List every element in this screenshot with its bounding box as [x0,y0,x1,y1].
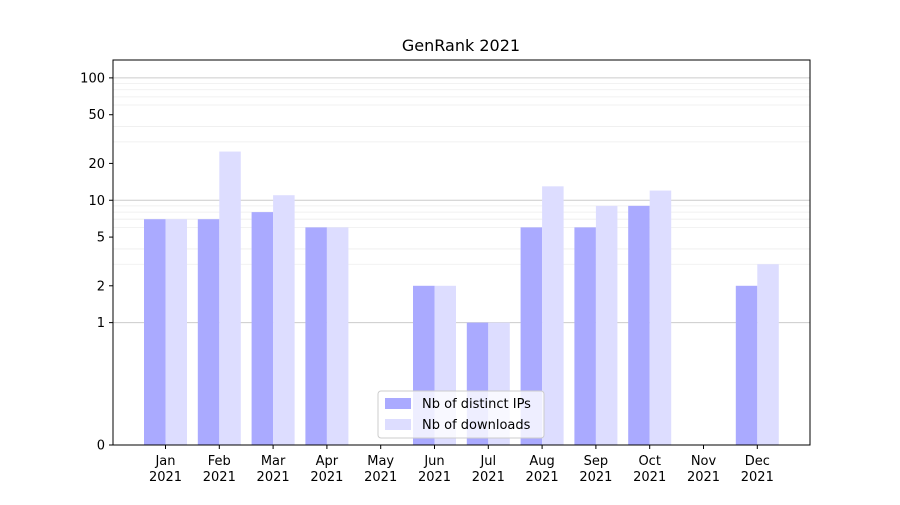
x-tick-label-dec: Dec 2021 [741,454,774,485]
y-tick-label: 20 [88,157,105,172]
x-tick-label-nov: Nov 2021 [687,454,720,485]
bar-downloads-dec [757,264,779,445]
bar-downloads-jan [165,219,187,445]
y-tick-label: 50 [88,108,105,123]
legend: Nb of distinct IPs Nb of downloads [377,390,545,439]
bar-distinct-ips-apr [305,227,327,445]
x-tick-label-jan: Jan 2021 [149,454,182,485]
x-tick-label-may: May 2021 [364,454,397,485]
bar-distinct-ips-dec [735,285,758,445]
plot-frame [112,59,811,446]
x-tick-label-apr: Apr 2021 [310,454,343,485]
x-tick-label-jul: Jul 2021 [472,454,505,485]
x-tick-label-jun: Jun 2021 [418,454,451,485]
bar-downloads-aug [542,186,564,446]
legend-label-downloads: Nb of downloads [422,418,531,433]
x-axis: Jan 2021 Feb 2021 Mar 2021 Apr 2021 May 2021 Jun 20… [149,445,774,485]
y-tick-label: 100 [80,71,105,86]
legend-label-distinct-ips: Nb of distinct IPs [422,397,531,412]
bar-downloads-apr [326,227,349,445]
x-tick-label-oct: Oct 2021 [633,454,666,485]
y-tick-label: 2 [97,279,105,294]
bar-distinct-ips-feb [197,219,220,445]
legend-box [377,390,545,439]
x-tick-label-mar: Mar 2021 [257,454,290,485]
bar-downloads-oct [649,190,672,445]
bar-downloads-feb [219,151,241,445]
x-tick-label-feb: Feb 2021 [203,454,236,485]
y-tick-label: 1 [97,316,105,331]
x-tick-label-sep: Sep 2021 [579,454,612,485]
legend-swatch-distinct-ips [385,398,411,409]
y-tick-label: 10 [88,194,105,209]
x-tick-label-aug: Aug 2021 [526,454,559,485]
y-axis: 0 1 2 5 10 20 50 100 [80,71,113,454]
y-tick-label: 5 [97,231,105,246]
bar-distinct-ips-mar [251,212,274,445]
y-tick-label: 0 [97,439,105,454]
bar-distinct-ips-oct [628,205,650,445]
bar-distinct-ips-sep [574,227,596,445]
legend-swatch-downloads [385,419,411,430]
bar-downloads-sep [595,205,618,445]
bar-downloads-mar [273,195,295,445]
bar-distinct-ips-jan [144,219,166,445]
chart-title: GenRank 2021 [402,36,520,55]
